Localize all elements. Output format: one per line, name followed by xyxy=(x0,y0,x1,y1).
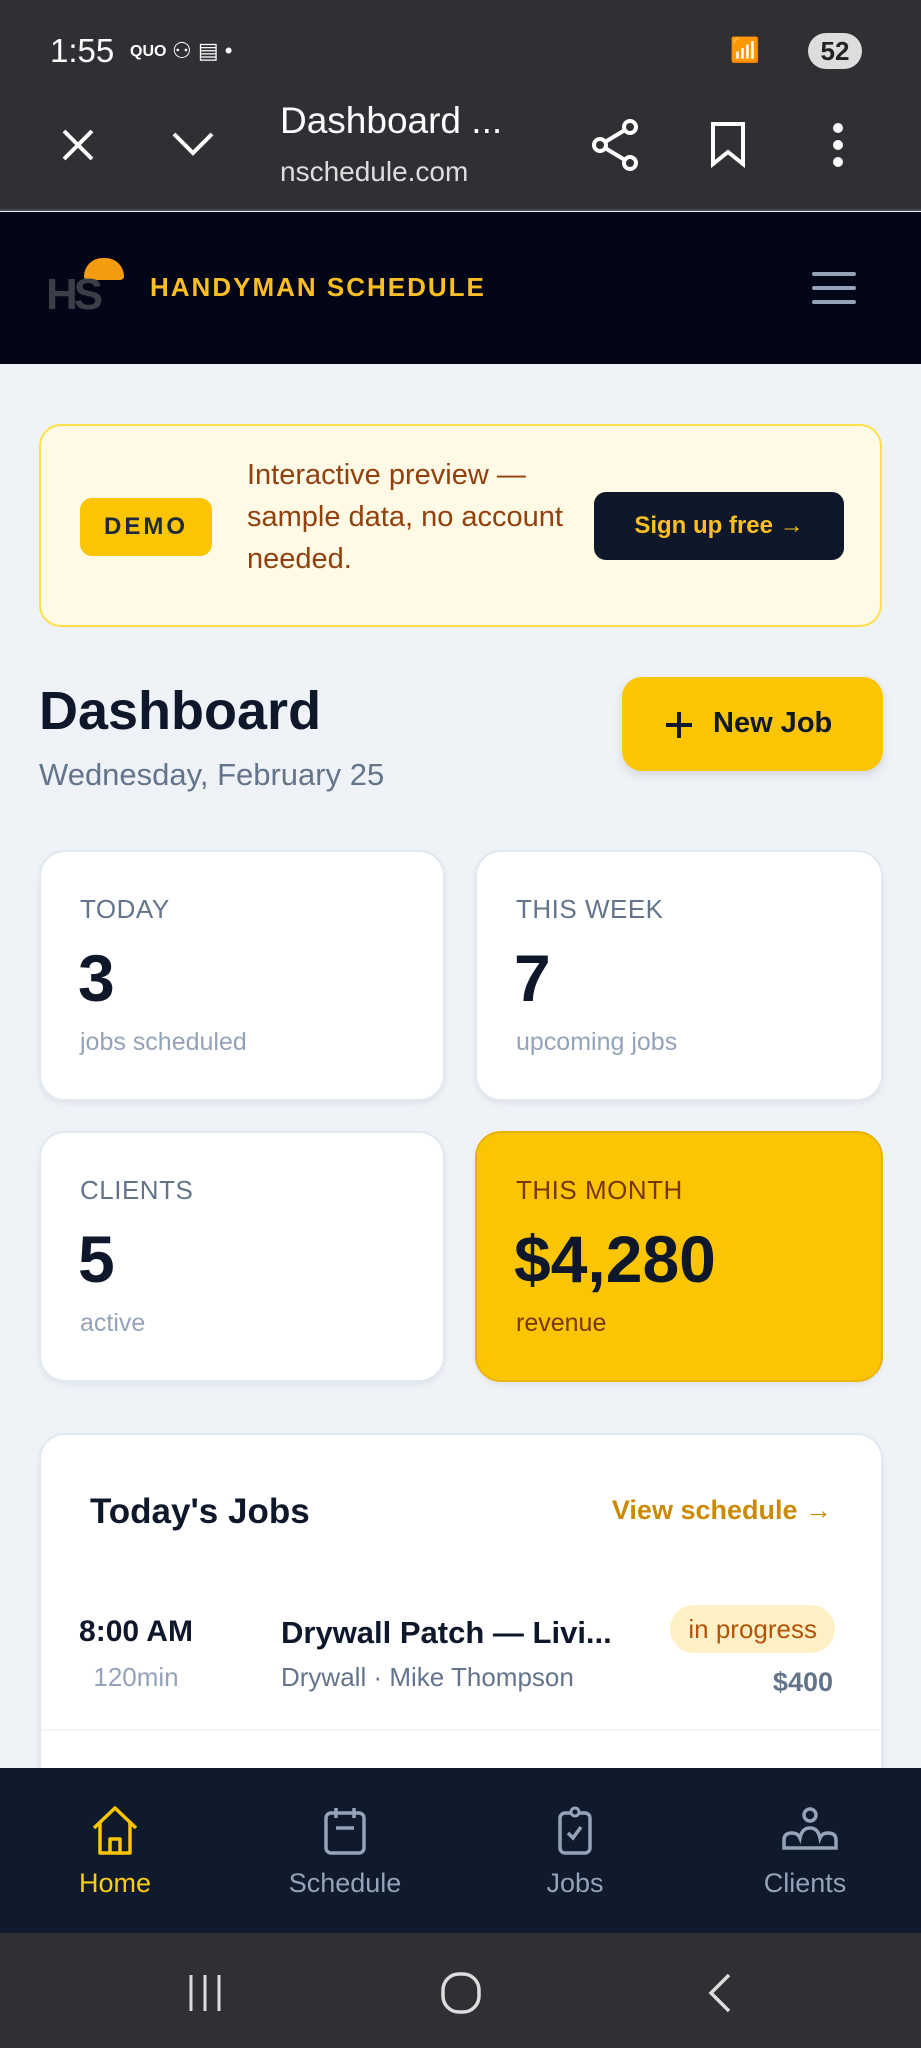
stat-sub: jobs scheduled xyxy=(80,1028,247,1056)
stat-label: THIS MONTH xyxy=(516,1175,683,1205)
status-bar: 1:55 QUO ⚇ ▤ • 📶 52 xyxy=(0,0,921,100)
notification-icon: ⚇ ▤ • xyxy=(172,38,233,63)
job-time: 8:00 AM xyxy=(79,1615,193,1648)
job-duration: 120min xyxy=(93,1662,179,1692)
page-title: Dashboard xyxy=(39,681,322,741)
back-icon[interactable] xyxy=(705,1973,735,2013)
nav-label: Home xyxy=(78,1868,152,1898)
stat-value: 3 xyxy=(78,941,115,1015)
sign-up-button[interactable]: Sign up free → xyxy=(594,492,844,560)
stat-label: THIS WEEK xyxy=(516,894,664,924)
bookmark-icon[interactable] xyxy=(708,120,748,170)
stat-card-week[interactable]: THIS WEEK 7 upcoming jobs xyxy=(475,850,883,1101)
stat-label: TODAY xyxy=(80,894,170,924)
new-job-button[interactable]: New Job xyxy=(622,677,883,771)
url[interactable]: nschedule.com xyxy=(280,156,469,187)
plus-icon xyxy=(666,712,692,738)
hamburger-menu-icon[interactable] xyxy=(812,270,856,306)
home-icon xyxy=(92,1806,138,1855)
section-title: Today's Jobs xyxy=(90,1492,310,1531)
job-title: Drywall Patch — Livi... xyxy=(281,1615,612,1650)
app-header: HS HANDYMAN SCHEDULE xyxy=(0,212,921,364)
clock: 1:55 xyxy=(50,32,115,69)
demo-banner: DEMO Interactive preview — sample data, … xyxy=(39,424,882,627)
nav-label: Jobs xyxy=(546,1868,604,1898)
job-meta: Drywall · Mike Thompson xyxy=(281,1662,574,1692)
close-icon[interactable] xyxy=(58,125,98,165)
calendar-icon xyxy=(324,1808,366,1855)
home-button-icon[interactable] xyxy=(440,1971,482,2015)
job-row[interactable]: 8:00 AM 120min Drywall Patch — Livi... D… xyxy=(41,1565,881,1731)
share-icon[interactable] xyxy=(590,118,640,172)
job-price: $400 xyxy=(772,1667,833,1697)
notification-quo: QUO xyxy=(130,43,167,60)
todays-jobs-card: Today's Jobs View schedule → 8:00 AM 120… xyxy=(39,1433,883,1833)
stat-card-today[interactable]: TODAY 3 jobs scheduled xyxy=(39,850,445,1101)
clipboard-check-icon xyxy=(558,1806,592,1855)
stat-label: CLIENTS xyxy=(80,1175,194,1205)
demo-badge: DEMO xyxy=(80,498,212,556)
brand-name: HANDYMAN SCHEDULE xyxy=(150,272,486,302)
wifi-icon: 📶 xyxy=(730,37,760,64)
users-icon xyxy=(782,1807,838,1850)
browser-toolbar: Dashboard ... nschedule.com xyxy=(0,100,921,211)
logo[interactable]: HS xyxy=(40,258,130,319)
status-badge: in progress xyxy=(670,1605,835,1653)
stat-value: 7 xyxy=(514,941,551,1015)
nav-label: Schedule xyxy=(288,1868,402,1898)
bottom-nav: Home Schedule Jobs Clients xyxy=(0,1768,921,1933)
banner-message: Interactive preview — sample data, no ac… xyxy=(247,459,563,575)
stat-sub: upcoming jobs xyxy=(516,1028,678,1056)
logo-text: HS xyxy=(46,270,103,319)
stat-sub: active xyxy=(80,1309,146,1337)
new-job-label: New Job xyxy=(713,707,833,739)
battery-indicator: 52 xyxy=(808,33,862,69)
stat-card-clients[interactable]: CLIENTS 5 active xyxy=(39,1131,445,1382)
stat-sub: revenue xyxy=(516,1309,607,1337)
nav-jobs[interactable]: Jobs xyxy=(460,1768,690,1933)
nav-schedule[interactable]: Schedule xyxy=(230,1768,460,1933)
hardhat-icon xyxy=(84,258,124,280)
stat-card-month[interactable]: THIS MONTH $4,280 revenue xyxy=(475,1131,883,1382)
nav-home[interactable]: Home xyxy=(0,1768,230,1933)
page-title-tab[interactable]: Dashboard ... xyxy=(280,100,503,141)
more-options-icon[interactable] xyxy=(830,120,846,170)
page-date: Wednesday, February 25 xyxy=(39,757,385,792)
recent-apps-icon[interactable] xyxy=(185,1973,225,2013)
system-nav-bar xyxy=(0,1933,921,2048)
view-schedule-link[interactable]: View schedule → xyxy=(611,1495,832,1525)
nav-label: Clients xyxy=(763,1868,847,1898)
nav-clients[interactable]: Clients xyxy=(690,1768,920,1933)
stat-value: 5 xyxy=(78,1222,115,1296)
chevron-down-icon[interactable] xyxy=(170,128,216,158)
stat-value: $4,280 xyxy=(514,1222,716,1296)
